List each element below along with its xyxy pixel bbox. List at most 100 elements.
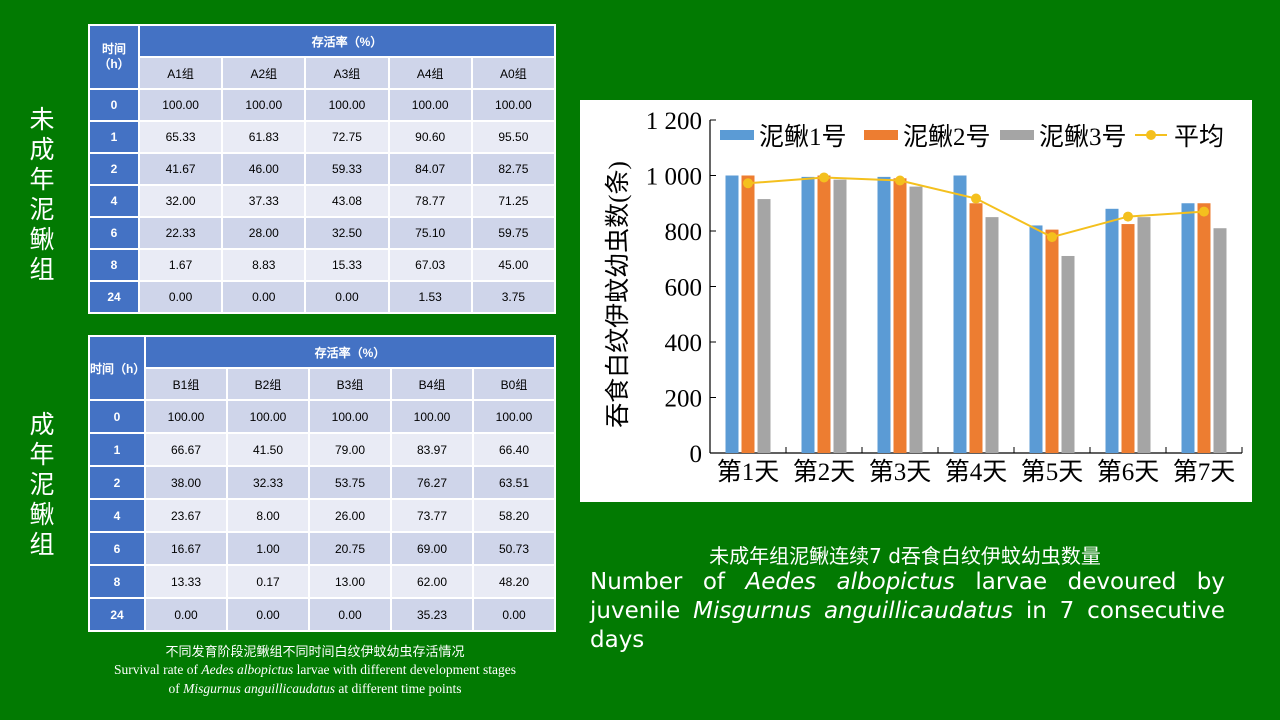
table-row: 2 41.67 46.00 59.33 84.07 82.75 [88,152,557,186]
average-point [819,172,829,183]
average-point [1123,211,1133,222]
average-point [743,178,753,189]
column-header: B3组 [308,367,392,401]
time-cell: 0 [88,88,140,122]
time-cell: 6 [88,216,140,250]
value-cell: 32.00 [137,184,224,218]
time-cell: 24 [88,597,146,632]
time-cell: 2 [88,152,140,186]
bar [817,175,831,453]
x-tick-label: 第3天 [869,458,932,486]
caption-text: larvae with different development stages [293,662,516,677]
juvenile-group-label: 未成年泥鳅组 [29,105,55,284]
value-cell: 95.50 [470,120,557,154]
value-cell: 79.00 [308,432,392,467]
column-header: B2组 [226,367,310,401]
time-header: 时间（h） [88,335,146,401]
value-cell: 45.00 [470,248,557,282]
x-tick-label: 第2天 [793,458,856,486]
time-cell: 8 [88,564,146,599]
column-header: A3组 [304,56,390,90]
bar [801,176,815,453]
legend-swatch [864,130,898,140]
value-cell: 61.83 [221,120,307,154]
value-cell: 66.40 [472,432,556,467]
value-cell: 0.00 [304,280,390,314]
desc-italic: Misgurnus anguillicaudatus [693,598,1013,624]
y-tick-label: 1 000 [646,164,702,191]
value-cell: 0.00 [144,597,228,632]
value-cell: 72.75 [304,120,390,154]
value-cell: 1.67 [137,248,224,282]
bar [1045,229,1059,453]
time-cell: 8 [88,248,140,282]
value-cell: 100.00 [470,88,557,122]
x-tick-label: 第6天 [1097,458,1160,486]
survival-header: 存活率（%） [138,24,556,58]
y-tick-label: 800 [665,219,703,246]
value-cell: 69.00 [390,531,474,566]
value-cell: 58.20 [472,498,556,533]
bar [1061,255,1075,453]
column-header: A0组 [470,56,557,90]
value-cell: 48.20 [472,564,556,599]
caption-italic: Misgurnus anguillicaudatus [183,681,336,696]
value-cell: 71.25 [470,184,557,218]
legend-swatch [1000,130,1034,140]
table-row: 8 13.33 0.17 13.00 62.00 48.20 [88,564,556,599]
value-cell: 59.33 [304,152,390,186]
value-cell: 63.51 [472,465,556,500]
value-cell: 53.75 [308,465,392,500]
value-cell: 100.00 [472,399,556,434]
bar [877,176,891,453]
legend-label: 泥鳅2号 [903,123,991,151]
bar [985,217,999,453]
time-cell: 2 [88,465,146,500]
y-tick-label: 200 [665,386,703,413]
value-cell: 13.00 [308,564,392,599]
value-cell: 100.00 [226,399,310,434]
bar-chart: 0 200 400 600 800 1 000 1 200 吞食白纹伊蚊幼虫数(条) 第1天 第2… [580,100,1252,502]
value-cell: 66.67 [144,432,228,467]
value-cell: 0.00 [472,597,556,632]
caption-italic: Aedes albopictus [201,662,294,677]
average-point [1199,206,1209,217]
time-cell: 6 [88,531,146,566]
value-cell: 3.75 [470,280,557,314]
table-row: 1 66.67 41.50 79.00 83.97 66.40 [88,432,556,467]
value-cell: 100.00 [387,88,473,122]
survival-table-a: 时间（h） 存活率（%） A1组 A2组 A3组 A4组 A0组 0 100.00 100.… [88,24,557,314]
bar [969,203,983,453]
y-tick-label: 400 [665,330,703,357]
value-cell: 78.77 [387,184,473,218]
value-cell: 100.00 [304,88,390,122]
value-cell: 100.00 [221,88,307,122]
time-cell: 1 [88,432,146,467]
value-cell: 100.00 [308,399,392,434]
legend-label: 泥鳅1号 [759,123,847,151]
bar [1197,203,1211,453]
bar [1137,217,1151,453]
table-row: 6 16.67 1.00 20.75 69.00 50.73 [88,531,556,566]
bar [1105,208,1119,453]
column-header: B4组 [390,367,474,401]
legend-swatch [1146,130,1156,140]
table-row: 6 22.33 28.00 32.50 75.10 59.75 [88,216,557,250]
bar [1181,203,1195,453]
value-cell: 0.00 [226,597,310,632]
value-cell: 0.00 [308,597,392,632]
caption-text: Survival rate of [113,662,202,677]
bar [725,175,739,453]
time-cell: 4 [88,184,140,218]
survival-table-b: 时间（h） 存活率（%） B1组 B2组 B3组 B4组 B0组 0 100.00 100.… [88,335,556,632]
time-header: 时间（h） [88,24,140,90]
bar [1213,228,1227,453]
x-tick-label: 第4天 [945,458,1008,486]
value-cell: 22.33 [137,216,224,250]
legend-label: 平均 [1174,123,1224,151]
caption-text: of [168,681,184,696]
value-cell: 16.67 [144,531,228,566]
chart-title: 未成年组泥鳅连续7 d吞食白纹伊蚊幼虫数量 [709,544,1101,568]
value-cell: 62.00 [390,564,474,599]
y-tick-label: 1 200 [646,108,702,135]
